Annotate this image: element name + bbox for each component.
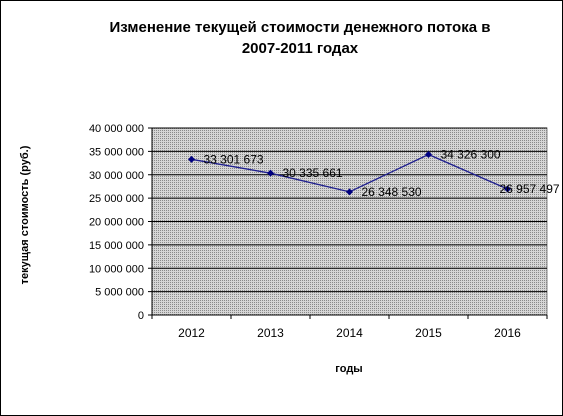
data-point-marker [267,169,274,177]
x-tick-label: 2015 [415,326,442,340]
x-tick-labels: 2012 2013 2014 2015 2016 [178,326,521,340]
y-tick-label: 35 000 000 [89,146,144,158]
data-label: 33 301 673 [204,152,264,166]
y-tick-label: 20 000 000 [89,217,144,229]
data-point-marker [504,185,511,193]
y-tick-label: 0 [138,310,144,322]
data-labels: 33 301 673 30 335 661 26 348 530 34 326 300… [204,148,560,199]
data-label: 30 335 661 [283,166,343,180]
gridlines [152,127,547,293]
y-tick-label: 15 000 000 [89,240,144,252]
y-tick-label: 10 000 000 [89,263,144,275]
y-tick-label: 25 000 000 [89,193,144,205]
x-axis-label: годы [335,363,363,375]
series-line-group [188,151,511,196]
chart-title-line-2: 2007-2011 годах [241,40,359,57]
data-label: 26 348 530 [362,185,422,199]
data-point-marker [425,151,432,159]
x-tick-label: 2012 [178,326,205,340]
y-tick-labels: 0 5 000 000 10 000 000 15 000 000 20 000 000… [89,123,144,322]
chart-title-line-1: Изменение текущей стоимости денежного по… [109,19,491,36]
chart-title: Изменение текущей стоимости денежного по… [40,17,560,59]
axes [148,127,548,319]
data-point-marker [188,155,195,163]
y-tick-label: 40 000 000 [89,123,144,135]
data-label: 26 957 497 [500,182,560,196]
x-tick-label: 2014 [336,326,363,340]
data-point-marker [346,188,353,196]
x-tick-label: 2013 [257,326,284,340]
y-tick-label: 5 000 000 [95,287,144,299]
x-tick-label: 2016 [494,326,521,340]
y-tick-label: 30 000 000 [89,170,144,182]
data-label: 34 326 300 [441,148,501,162]
